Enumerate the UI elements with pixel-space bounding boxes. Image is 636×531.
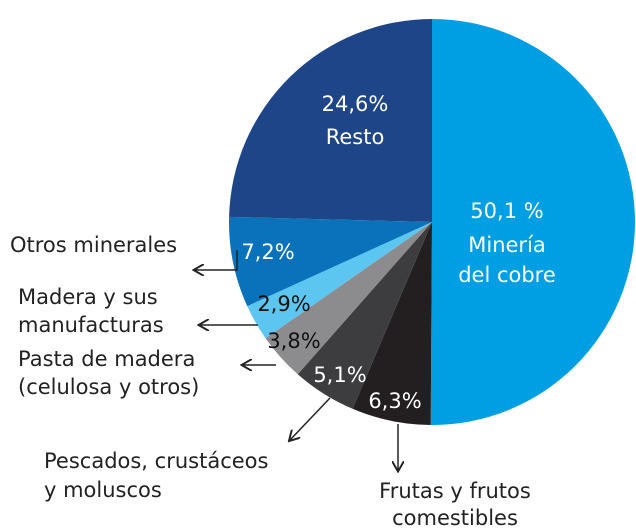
leader-line [290,397,331,440]
pie-slice [228,216,432,307]
category-label: Pescados, crustáceos [44,449,268,473]
value-label: 5,1% [313,363,366,387]
category-label: Minería [468,233,546,257]
category-label: (celulosa y otros) [18,375,199,399]
leader-line [195,250,238,270]
category-label: Frutas y frutos [379,479,531,503]
pie-slice [352,222,432,425]
category-label: Madera y sus [18,285,158,309]
labels: 50,1 % Minería del cobre 6,3% Frutas y fruto… [10,92,556,530]
category-label: manufacturas [18,313,164,337]
value-label: 24,6% [322,92,389,116]
category-label: comestibles [392,506,518,530]
pie-slice [265,222,432,375]
value-label: 50,1 % [470,199,543,223]
value-label: 3,8% [267,329,320,353]
value-label: 2,9% [257,292,310,316]
pie [228,19,635,425]
category-label: Pasta de madera [18,347,195,371]
category-label: y moluscos [44,478,162,502]
value-label: 7,2% [241,240,294,264]
category-label: Otros minerales [10,233,177,257]
leader-lines [195,250,398,470]
pie-slice [297,222,432,409]
category-label: del cobre [458,263,556,287]
category-label: Resto [326,125,385,149]
pie-slice [229,19,432,222]
value-label: 6,3% [368,389,421,413]
pie-slice [430,19,635,425]
pie-slice [247,222,432,339]
